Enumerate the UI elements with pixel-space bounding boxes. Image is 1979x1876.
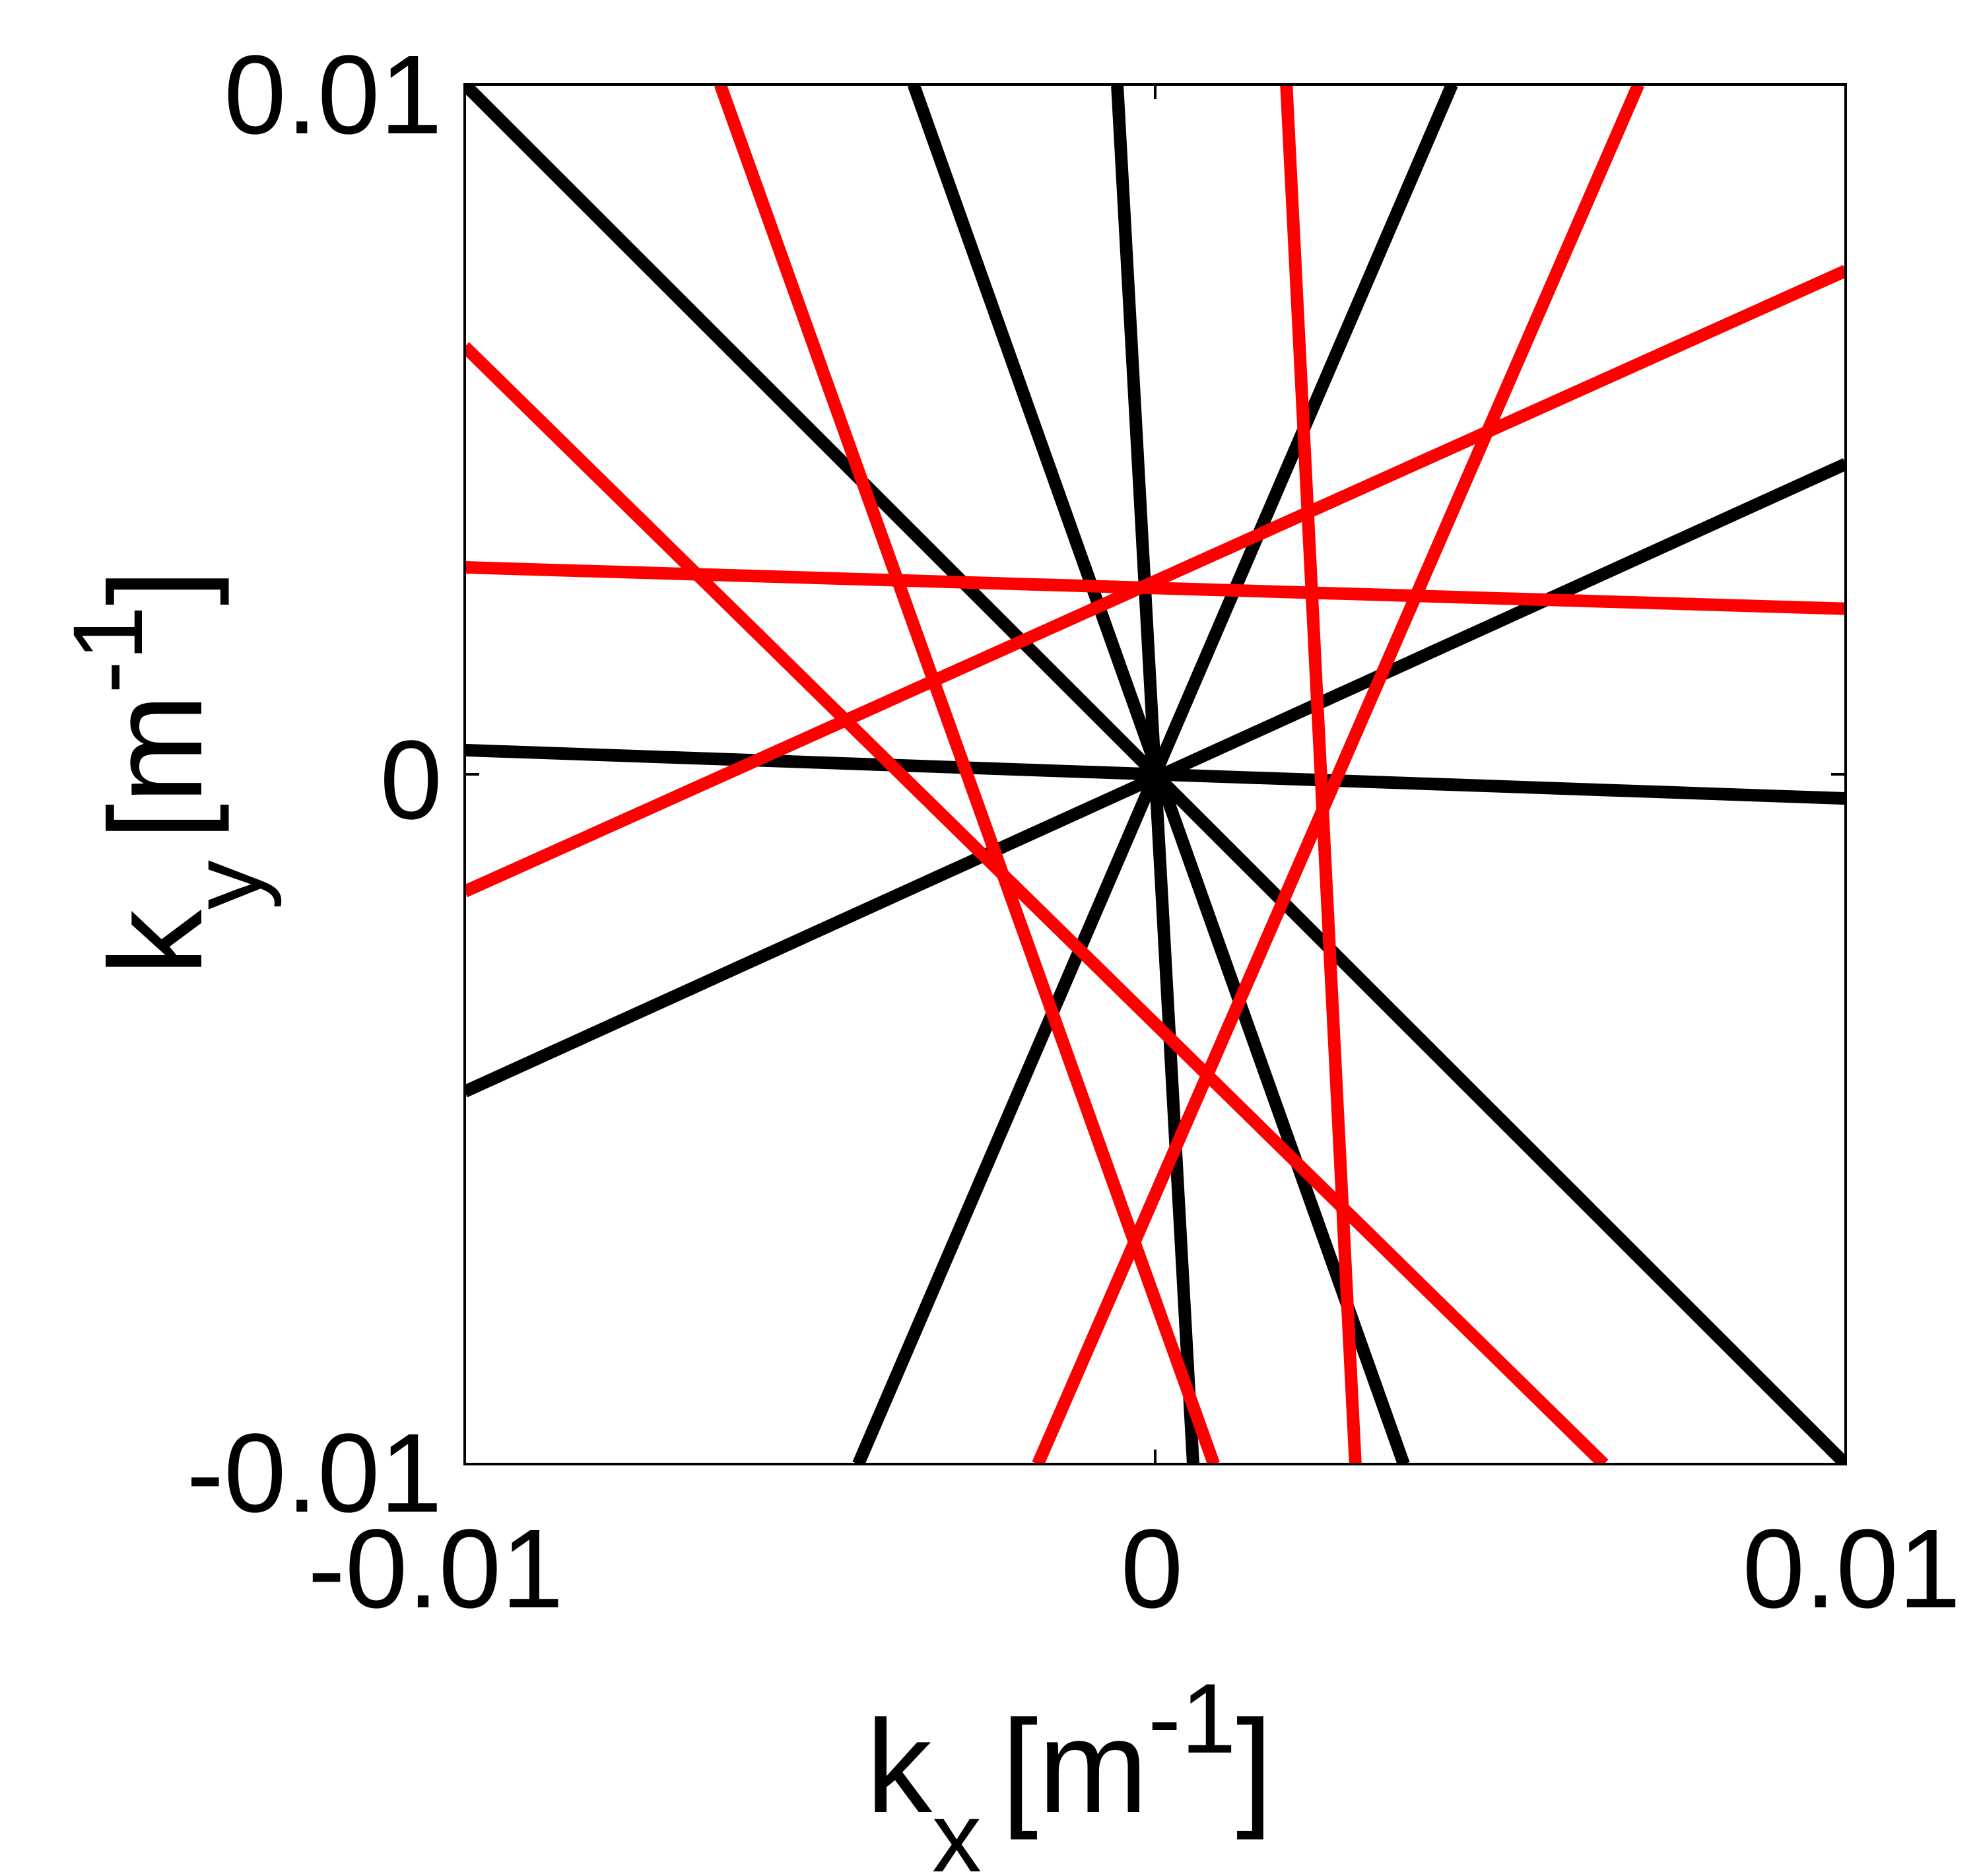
- series-line-6: [465, 458, 1846, 1098]
- y-axis-label-unit-open: [m: [83, 694, 230, 840]
- x-axis-label-unit-close: ]: [1236, 1693, 1273, 1840]
- series-line-12: [465, 265, 1846, 898]
- series-line-8: [1280, 84, 1362, 1464]
- y-tick-label-top: 0.01: [224, 32, 442, 158]
- y-axis-label-sup: -1: [52, 606, 163, 694]
- x-tick-label-middle: 0: [1121, 1506, 1184, 1632]
- series-line-9: [1032, 84, 1644, 1464]
- x-axis-label-unit-open: [m: [1001, 1693, 1148, 1840]
- y-tick-label-bottom: -0.01: [187, 1411, 442, 1536]
- x-axis-label: kx [m-1]: [866, 1663, 1273, 1876]
- x-axis-label-base: k: [866, 1693, 933, 1840]
- y-axis-label-sub: y: [171, 860, 282, 910]
- series-line-11: [465, 561, 1846, 615]
- plot-lines: [465, 84, 1846, 1464]
- x-axis-label-sub: x: [932, 1782, 982, 1876]
- y-axis-label-unit-close: ]: [83, 569, 230, 606]
- x-tick-label-right: 0.01: [1743, 1506, 1961, 1632]
- y-axis-label-base: k: [83, 909, 230, 976]
- x-axis-label-sup: -1: [1148, 1663, 1236, 1774]
- y-axis-label: ky [m-1]: [52, 569, 282, 976]
- y-tick-label-middle: 0: [380, 718, 442, 843]
- axis-ticks: [463, 83, 1847, 1465]
- x-tick-label-left: -0.01: [308, 1506, 563, 1632]
- series-line-10: [465, 342, 1609, 1464]
